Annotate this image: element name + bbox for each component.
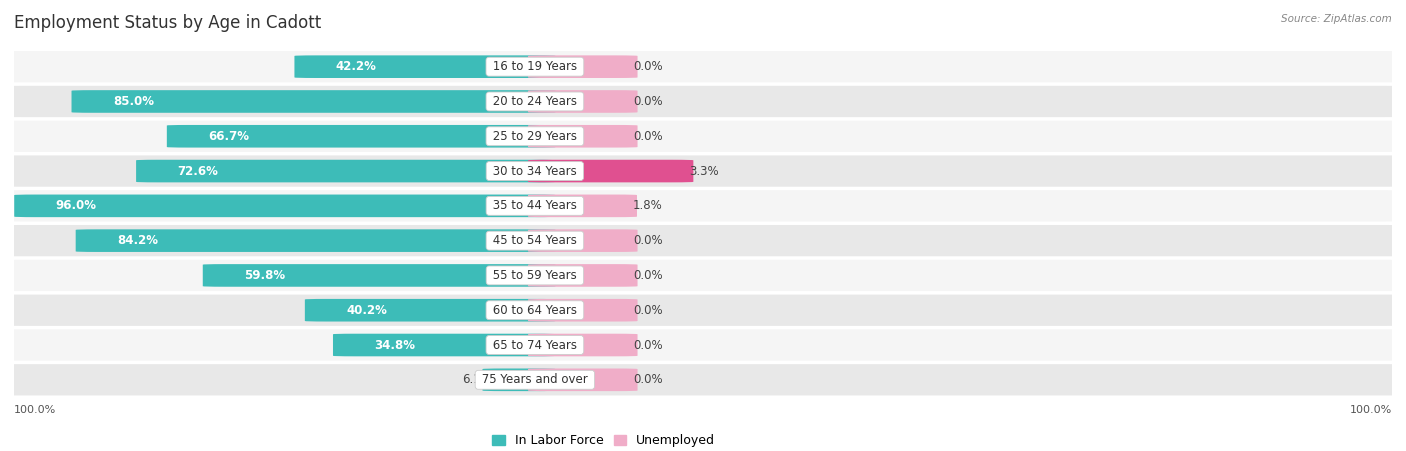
Text: 0.0%: 0.0% (634, 269, 664, 282)
Text: 25 to 29 Years: 25 to 29 Years (489, 130, 581, 143)
Text: 45 to 54 Years: 45 to 54 Years (489, 234, 581, 247)
FancyBboxPatch shape (0, 364, 1406, 396)
Text: 35 to 44 Years: 35 to 44 Years (489, 199, 581, 212)
FancyBboxPatch shape (0, 260, 1406, 291)
FancyBboxPatch shape (529, 229, 637, 252)
Text: 0.0%: 0.0% (634, 60, 664, 73)
FancyBboxPatch shape (202, 264, 555, 287)
FancyBboxPatch shape (333, 334, 555, 356)
Text: 20 to 24 Years: 20 to 24 Years (489, 95, 581, 108)
Text: 66.7%: 66.7% (208, 130, 249, 143)
FancyBboxPatch shape (294, 55, 555, 78)
Text: 30 to 34 Years: 30 to 34 Years (489, 165, 581, 178)
FancyBboxPatch shape (72, 90, 555, 113)
Text: 0.0%: 0.0% (634, 234, 664, 247)
Text: 84.2%: 84.2% (117, 234, 157, 247)
FancyBboxPatch shape (0, 156, 1406, 187)
Text: 1.8%: 1.8% (633, 199, 662, 212)
FancyBboxPatch shape (0, 86, 1406, 117)
FancyBboxPatch shape (529, 125, 637, 147)
Legend: In Labor Force, Unemployed: In Labor Force, Unemployed (489, 430, 718, 451)
Text: 65 to 74 Years: 65 to 74 Years (489, 339, 581, 351)
FancyBboxPatch shape (0, 295, 1406, 326)
FancyBboxPatch shape (529, 55, 637, 78)
FancyBboxPatch shape (0, 120, 1406, 152)
Text: 100.0%: 100.0% (14, 405, 56, 415)
FancyBboxPatch shape (529, 368, 637, 391)
Text: 100.0%: 100.0% (1350, 405, 1392, 415)
FancyBboxPatch shape (305, 299, 555, 322)
Text: 55 to 59 Years: 55 to 59 Years (489, 269, 581, 282)
FancyBboxPatch shape (14, 194, 555, 217)
Text: 75 Years and over: 75 Years and over (478, 373, 592, 387)
Text: 34.8%: 34.8% (374, 339, 415, 351)
FancyBboxPatch shape (529, 264, 637, 287)
FancyBboxPatch shape (136, 160, 555, 182)
FancyBboxPatch shape (529, 334, 637, 356)
FancyBboxPatch shape (0, 190, 1406, 221)
Text: 0.0%: 0.0% (634, 373, 664, 387)
FancyBboxPatch shape (482, 368, 555, 391)
FancyBboxPatch shape (529, 90, 637, 113)
Text: 16 to 19 Years: 16 to 19 Years (489, 60, 581, 73)
FancyBboxPatch shape (0, 51, 1406, 83)
Text: 6.1%: 6.1% (463, 373, 492, 387)
FancyBboxPatch shape (167, 125, 555, 147)
Text: 85.0%: 85.0% (112, 95, 153, 108)
Text: Employment Status by Age in Cadott: Employment Status by Age in Cadott (14, 14, 322, 32)
Text: 0.0%: 0.0% (634, 130, 664, 143)
Text: 40.2%: 40.2% (346, 304, 387, 317)
Text: 0.0%: 0.0% (634, 95, 664, 108)
Text: 0.0%: 0.0% (634, 339, 664, 351)
FancyBboxPatch shape (76, 229, 555, 252)
Text: 60 to 64 Years: 60 to 64 Years (489, 304, 581, 317)
FancyBboxPatch shape (529, 299, 637, 322)
Text: 96.0%: 96.0% (56, 199, 97, 212)
Text: 42.2%: 42.2% (336, 60, 377, 73)
FancyBboxPatch shape (0, 329, 1406, 361)
FancyBboxPatch shape (529, 194, 637, 217)
Text: 3.3%: 3.3% (689, 165, 718, 178)
Text: 59.8%: 59.8% (245, 269, 285, 282)
FancyBboxPatch shape (529, 160, 693, 182)
Text: 72.6%: 72.6% (177, 165, 218, 178)
Text: Source: ZipAtlas.com: Source: ZipAtlas.com (1281, 14, 1392, 23)
FancyBboxPatch shape (0, 225, 1406, 256)
Text: 0.0%: 0.0% (634, 304, 664, 317)
